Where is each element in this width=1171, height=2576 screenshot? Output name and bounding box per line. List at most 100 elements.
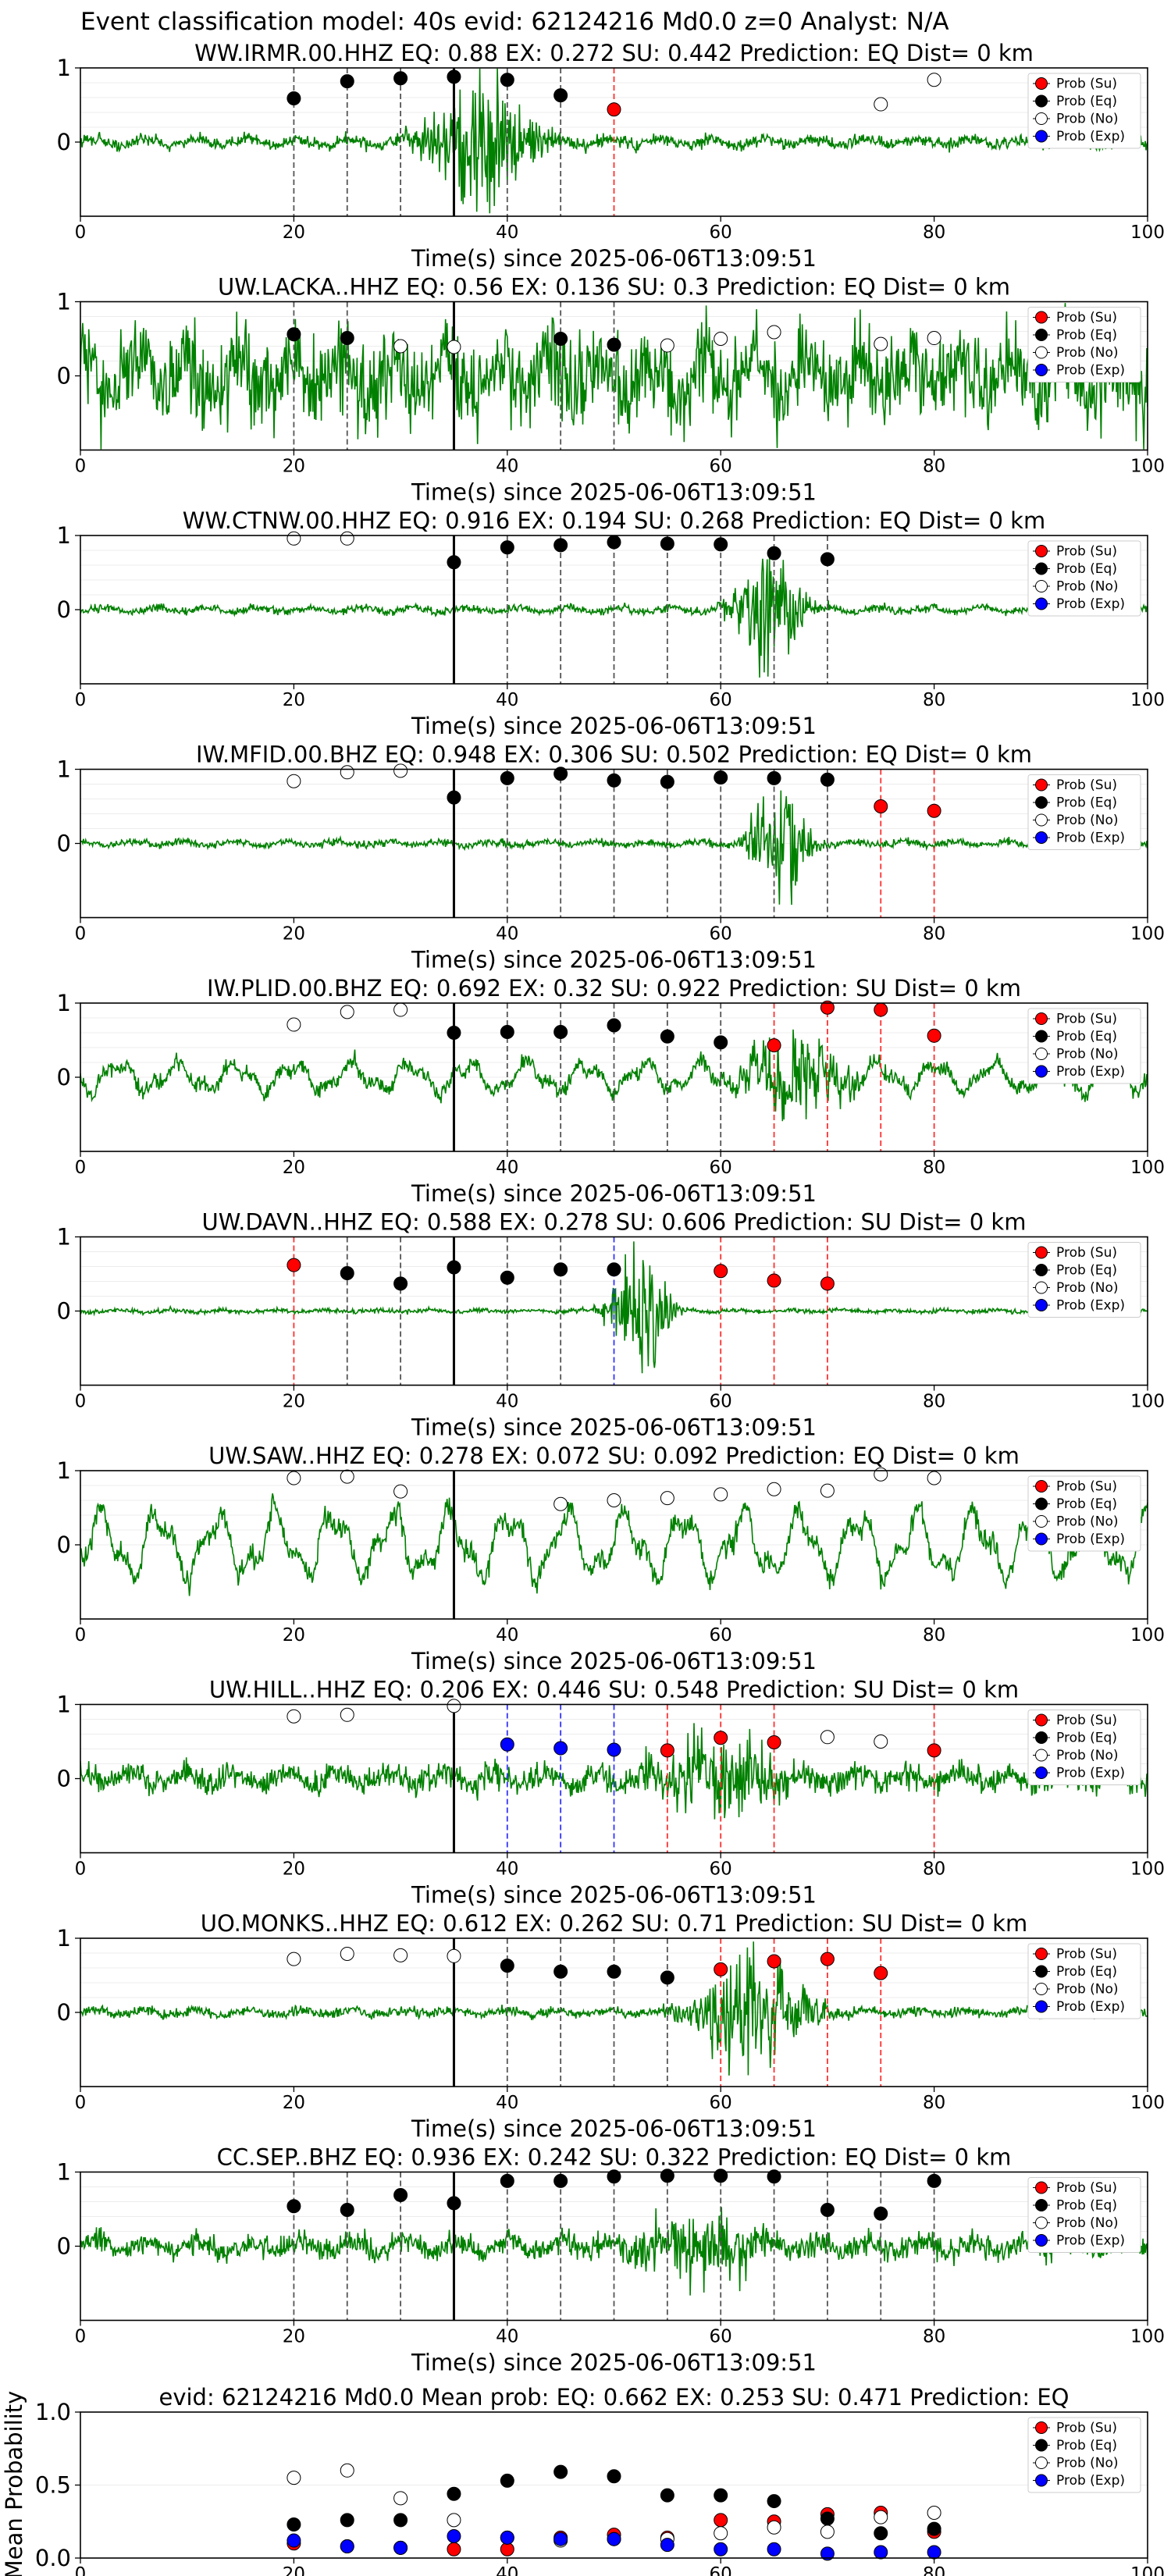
legend-marker-su (1035, 1012, 1048, 1025)
legend-marker-eq (1035, 1965, 1048, 1978)
legend-label: Prob (Exp) (1056, 596, 1125, 612)
mean-point-eq (287, 2517, 301, 2532)
x-tick-label: 80 (923, 2093, 945, 2113)
x-tick-label: 20 (283, 1158, 305, 1178)
mean-point-exp (767, 2542, 781, 2556)
x-tick-label: 80 (923, 924, 945, 945)
x-tick-label: 40 (496, 1859, 518, 1880)
mean-point-eq (927, 2521, 941, 2536)
station-panel: UW.HILL..HHZ EQ: 0.206 EX: 0.446 SU: 0.5… (57, 1677, 1165, 1909)
mean-point-exp (500, 2530, 514, 2545)
legend-marker-no (1035, 2457, 1048, 2469)
prob-point-no (393, 1002, 408, 1017)
legend-marker-su (1035, 1713, 1048, 1727)
mean-point-exp (714, 2542, 728, 2556)
x-tick-label: 60 (710, 1625, 732, 1646)
prob-point-eq (607, 773, 621, 788)
legend-label: Prob (Exp) (1056, 1298, 1125, 1314)
legend-label: Prob (Exp) (1056, 1999, 1125, 2015)
legend-marker-no (1035, 112, 1048, 125)
legend-label: Prob (No) (1056, 2215, 1119, 2231)
legend-marker-exp (1035, 130, 1048, 143)
legend-label: Prob (Eq) (1056, 795, 1117, 811)
mean-point-no (714, 2526, 728, 2541)
waveform-trace (80, 790, 1148, 906)
prob-point-no (287, 1952, 301, 1966)
legend-label: Prob (Eq) (1056, 1263, 1117, 1279)
mean-point-no (874, 2510, 888, 2524)
mean-point-exp (607, 2532, 621, 2546)
waveform-trace (80, 1241, 1148, 1374)
x-tick-label: 60 (710, 2093, 732, 2113)
prob-point-no (287, 1017, 301, 1032)
x-tick-label: 80 (923, 2564, 945, 2576)
prob-point-eq (393, 2187, 408, 2202)
legend-label: Prob (Su) (1056, 76, 1117, 92)
y-tick-label: 1 (57, 2159, 71, 2186)
prob-point-no (767, 325, 781, 340)
panel-title: IW.PLID.00.BHZ EQ: 0.692 EX: 0.32 SU: 0.… (207, 975, 1021, 1002)
prob-point-eq (553, 538, 568, 553)
prob-point-su (820, 1276, 835, 1291)
legend-box (1027, 1710, 1141, 1785)
legend-label: Prob (No) (1056, 1280, 1119, 1296)
x-axis-label: Time(s) since 2025-06-06T13:09:51 (411, 2350, 817, 2376)
prob-point-eq (340, 2202, 354, 2217)
mean-point-su (714, 2513, 728, 2528)
prob-point-su (767, 1954, 781, 1969)
legend-label: Prob (Exp) (1056, 2233, 1125, 2249)
x-tick-label: 80 (923, 222, 945, 243)
x-axis-label: Time(s) since 2025-06-06T13:09:51 (411, 479, 817, 506)
prob-point-eq (607, 1018, 621, 1033)
station-panel: UW.DAVN..HHZ EQ: 0.588 EX: 0.278 SU: 0.6… (57, 1209, 1165, 1441)
legend-box (1027, 1008, 1141, 1084)
prob-point-su (660, 1743, 674, 1758)
legend-marker-exp (1035, 1767, 1048, 1779)
x-tick-label: 60 (710, 222, 732, 243)
x-tick-label: 100 (1130, 222, 1165, 243)
y-tick-label: 0.0 (35, 2545, 71, 2571)
prob-point-eq (447, 790, 461, 805)
x-tick-label: 20 (283, 222, 305, 243)
prob-point-eq (820, 772, 835, 787)
y-tick-label: 0 (57, 2233, 71, 2260)
mean-point-eq (660, 2488, 674, 2503)
legend-marker-eq (1035, 562, 1048, 575)
x-tick-label: 40 (496, 924, 518, 945)
x-tick-label: 60 (710, 690, 732, 710)
legend-label: Prob (Su) (1056, 544, 1117, 560)
legend-label: Prob (Su) (1056, 310, 1117, 326)
panel-title: WW.IRMR.00.HHZ EQ: 0.88 EX: 0.272 SU: 0.… (194, 40, 1034, 66)
legend-marker-no (1035, 813, 1048, 827)
legend-marker-exp (1035, 2000, 1048, 2013)
legend-label: Prob (Exp) (1056, 363, 1125, 379)
prob-point-no (607, 1493, 621, 1507)
mean-point-eq (393, 2513, 408, 2528)
prob-point-su (927, 1743, 941, 1758)
prob-point-no (340, 1005, 354, 1019)
x-tick-label: 20 (283, 1859, 305, 1880)
legend-marker-no (1035, 1281, 1048, 1294)
prob-point-eq (553, 88, 568, 103)
mean-point-eq (340, 2513, 354, 2528)
y-tick-label: 1 (57, 1224, 71, 1251)
prob-point-eq (500, 1959, 514, 1973)
x-tick-label: 100 (1130, 457, 1165, 477)
mean-point-eq (607, 2469, 621, 2484)
prob-point-eq (500, 770, 514, 785)
y-tick-label: 1.0 (35, 2399, 71, 2425)
prob-point-eq (660, 774, 674, 789)
prob-point-no (714, 1487, 728, 1502)
prob-point-su (767, 1735, 781, 1749)
legend-label: Prob (No) (1056, 579, 1119, 595)
legend-marker-su (1035, 311, 1048, 324)
x-tick-label: 0 (75, 1392, 87, 1412)
prob-point-eq (447, 1260, 461, 1275)
legend-marker-no (1035, 1983, 1048, 1995)
x-tick-label: 40 (496, 2564, 518, 2576)
prob-point-eq (340, 74, 354, 89)
prob-point-no (393, 1948, 408, 1962)
legend-marker-eq (1035, 329, 1048, 341)
prob-point-eq (553, 767, 568, 781)
prob-point-eq (447, 2196, 461, 2211)
